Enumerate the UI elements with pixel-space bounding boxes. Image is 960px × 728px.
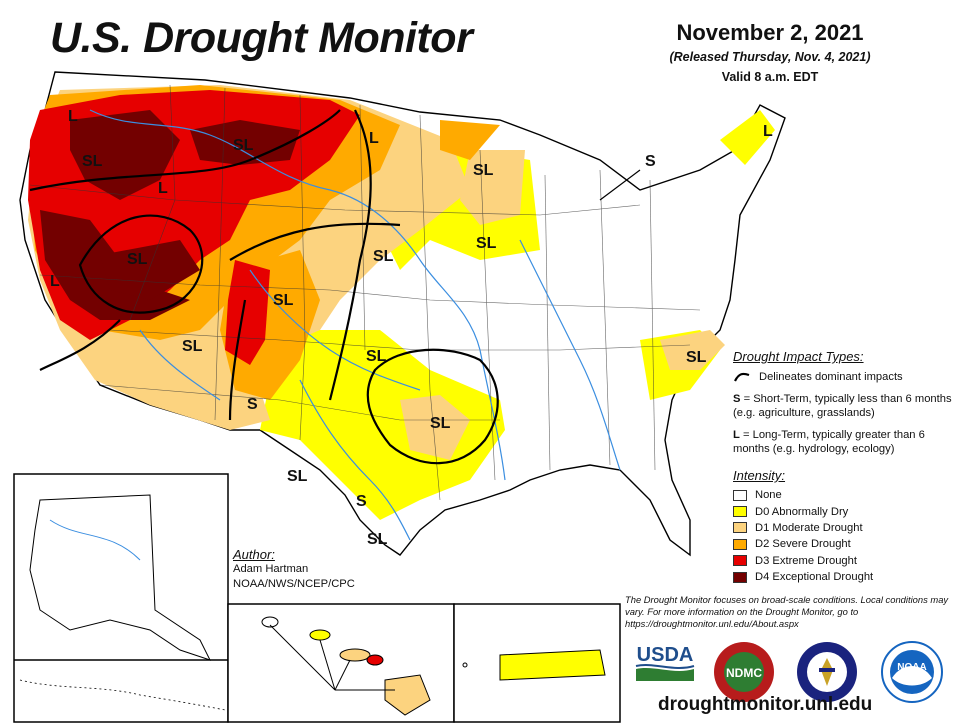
impact-label: S: [247, 396, 258, 413]
impact-label: SL: [430, 415, 451, 432]
author-heading: Author:: [233, 547, 275, 562]
drought-layers: [28, 85, 775, 520]
alaska-inset: [13, 473, 229, 723]
ndmc-logo: NDMC: [712, 640, 776, 704]
puerto-rico-inset: [453, 603, 621, 723]
impact-label: L: [68, 108, 78, 125]
intensity-label: D2 Severe Drought: [755, 538, 851, 551]
impact-line-icon: [734, 372, 750, 382]
usda-logo: USDA: [634, 641, 696, 683]
intensity-none: None: [733, 487, 953, 503]
impact-label: SL: [476, 235, 497, 252]
short-term-text: S = Short-Term, typically less than 6 mo…: [733, 393, 952, 419]
impact-label: SL: [82, 153, 103, 170]
intensity-d4: D4 Exceptional Drought: [733, 569, 953, 585]
d4-region: [70, 110, 180, 200]
hawaii-inset: [227, 603, 455, 723]
svg-text:NDMC: NDMC: [726, 666, 762, 680]
footnote: The Drought Monitor focuses on broad-sca…: [625, 594, 949, 629]
intensity-swatch: [733, 555, 747, 567]
impact-label: SL: [182, 338, 203, 355]
delineates-row: Delineates dominant impacts: [733, 370, 953, 384]
intensity-legend: Intensity: None D0 Abnormally Dry D1 Mod…: [733, 468, 953, 585]
impact-label: L: [763, 123, 773, 140]
author-org: NOAA/NWS/NCEP/CPC: [233, 578, 355, 590]
intensity-swatch: [733, 571, 747, 583]
intensity-d2: D2 Severe Drought: [733, 536, 953, 552]
impact-lines: [29, 109, 499, 465]
impact-labels: L SL L SL L SL SL SL SL L SL SL SL S SL …: [50, 108, 773, 703]
impact-label: SL: [686, 349, 707, 366]
release-date: (Released Thursday, Nov. 4, 2021): [669, 50, 871, 64]
impact-label: S: [356, 493, 367, 510]
impact-label: L: [50, 273, 60, 290]
impact-label: SL: [233, 137, 254, 154]
intensity-label: D1 Moderate Drought: [755, 521, 863, 534]
impact-label: L: [158, 180, 168, 197]
impact-label: SL: [273, 292, 294, 309]
impact-label: S: [645, 153, 656, 170]
website-url[interactable]: droughtmonitor.unl.edu: [658, 694, 873, 715]
svg-text:USDA: USDA: [637, 644, 694, 666]
impact-label: SL: [127, 251, 148, 268]
intensity-label: D4 Exceptional Drought: [755, 571, 874, 584]
intensity-label: D0 Abnormally Dry: [755, 505, 849, 518]
valid-time: Valid 8 a.m. EDT: [721, 70, 819, 84]
d0-region: [260, 330, 505, 520]
d4-region: [190, 120, 300, 165]
commerce-seal: [795, 640, 859, 704]
intensity-swatch: [733, 489, 747, 501]
impact-label: L: [369, 130, 379, 147]
intensity-d0: D0 Abnormally Dry: [733, 503, 953, 519]
intensity-label: D3 Extreme Drought: [755, 554, 857, 567]
intensity-swatch: [733, 538, 747, 550]
map-date: November 2, 2021: [676, 20, 864, 45]
rivers: [89, 109, 621, 541]
d0-region: [720, 110, 775, 165]
author-block: Author: Adam Hartman NOAA/NWS/NCEP/CPC: [233, 547, 355, 592]
d1-region: [460, 150, 525, 225]
d1-region: [400, 395, 470, 460]
impact-label: SL: [367, 531, 388, 548]
impact-types-heading: Drought Impact Types:: [733, 349, 864, 364]
impact-label: SL: [287, 468, 308, 485]
d2-region: [440, 120, 500, 160]
noaa-logo: NOAA: [880, 640, 944, 704]
impact-label: SL: [473, 162, 494, 179]
impact-label: SL: [373, 248, 394, 265]
map-title: U.S. Drought Monitor: [50, 14, 473, 62]
michigan-leader: [599, 169, 641, 201]
intensity-d1: D1 Moderate Drought: [733, 520, 953, 536]
svg-text:NOAA: NOAA: [897, 662, 926, 673]
author-name: Adam Hartman: [233, 563, 309, 575]
impact-types-legend: Drought Impact Types: Delineates dominan…: [733, 350, 953, 464]
delineates-text: Delineates dominant impacts: [759, 371, 903, 383]
impact-label: SL: [366, 348, 387, 365]
intensity-label: None: [755, 489, 782, 502]
intensity-swatch: [733, 506, 747, 518]
d1-region: [660, 330, 725, 370]
intensity-swatch: [733, 522, 747, 534]
intensity-d3: D3 Extreme Drought: [733, 553, 953, 569]
long-term-text: L = Long-Term, typically greater than 6 …: [733, 429, 925, 455]
d4-region: [100, 240, 200, 300]
intensity-heading: Intensity:: [733, 468, 786, 483]
